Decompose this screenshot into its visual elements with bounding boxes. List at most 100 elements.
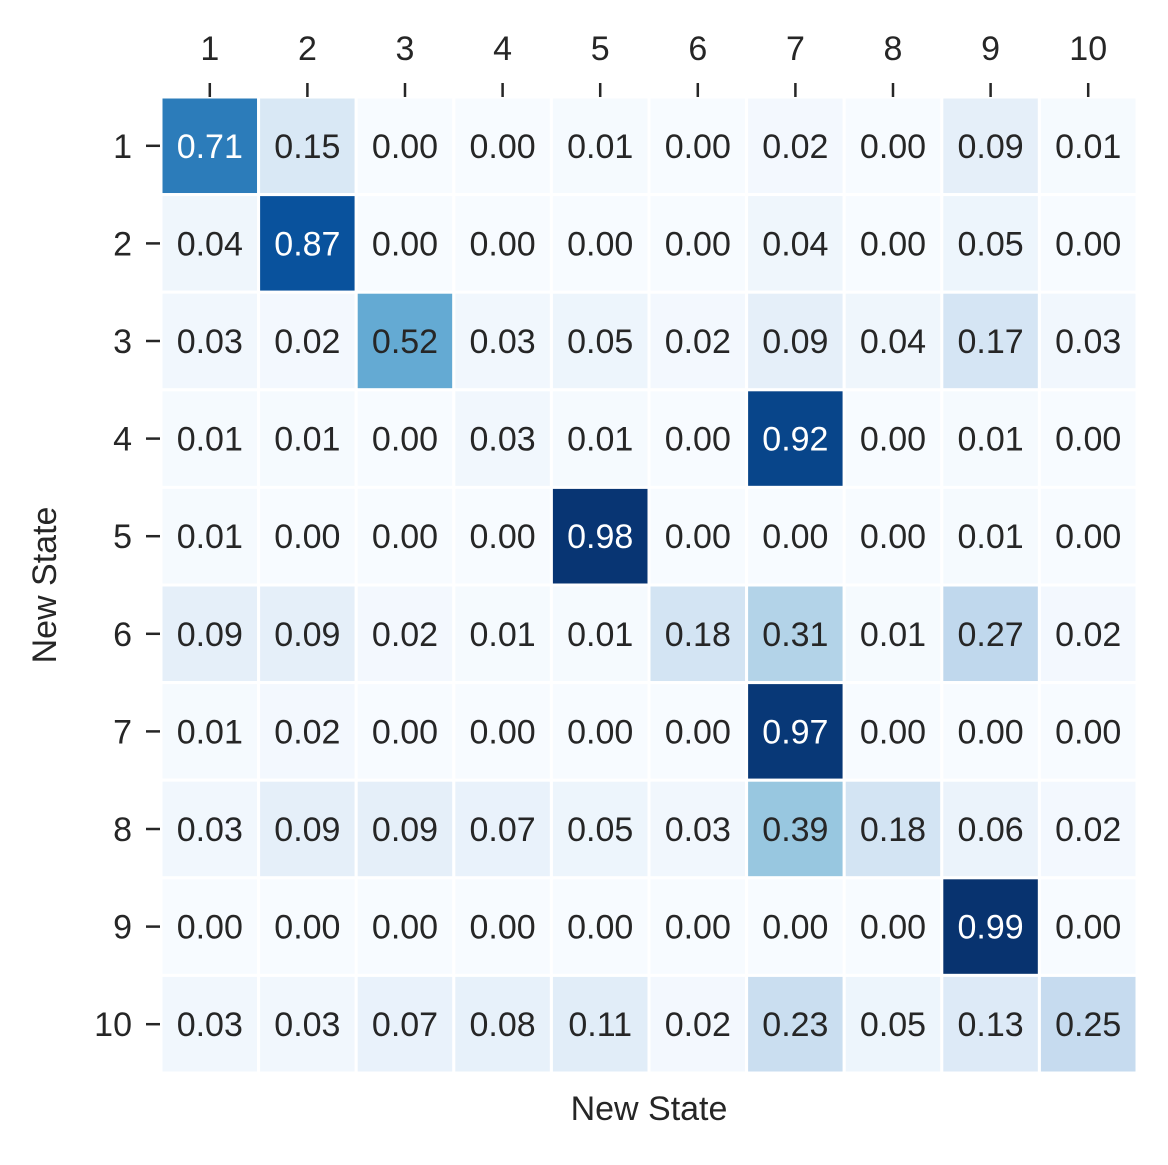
heatmap-cell-labels: 0.71 0.15 0.00 0.00 0.01 0.00 0.02 0.00 0.09 0.01… [177, 128, 1122, 1044]
heatmap-cell-value: 0.02 [274, 323, 340, 361]
y-tick-label: 3 [113, 323, 132, 361]
heatmap-cell [842, 95, 944, 197]
heatmap-cell-value: 0.01 [567, 421, 633, 459]
heatmap-cell [549, 583, 651, 685]
heatmap-cell-value: 0.00 [665, 518, 731, 556]
heatmap-cell-value: 0.99 [958, 909, 1024, 947]
heatmap-cell-value: 0.52 [372, 323, 438, 361]
heatmap-cell-value: 0.05 [567, 811, 633, 849]
heatmap-cell [745, 193, 846, 294]
heatmap-cell-value: 0.97 [762, 713, 828, 751]
heatmap-cell [647, 193, 749, 294]
heatmap-cell-value: 0.02 [665, 1006, 731, 1044]
heatmap-cell-value: 0.03 [470, 323, 536, 361]
heatmap-cell-value: 0.00 [860, 421, 926, 459]
heatmap-cell [647, 485, 749, 587]
heatmap-cell-value: 0.00 [860, 713, 926, 751]
heatmap-cell-value: 0.09 [274, 616, 340, 654]
heatmap-cell-value: 0.00 [470, 225, 536, 263]
heatmap-cell [940, 973, 1041, 1075]
y-axis-label: New State [26, 507, 64, 664]
heatmap-cell-value: 0.00 [372, 713, 438, 751]
heatmap-cell [745, 290, 846, 392]
heatmap-cell [257, 876, 358, 977]
heatmap-cell-value: 0.25 [1055, 1006, 1121, 1044]
heatmap-cells [159, 95, 1139, 1075]
heatmap-cell-value: 0.02 [372, 616, 438, 654]
x-axis-label: New State [571, 1090, 728, 1128]
heatmap-cell [940, 583, 1041, 685]
heatmap-cell [549, 876, 651, 977]
heatmap-cell [549, 778, 651, 880]
heatmap-cell-value: 0.04 [177, 225, 243, 263]
heatmap-cell-value: 0.00 [274, 518, 340, 556]
heatmap-cell-value: 0.01 [958, 518, 1024, 556]
heatmap-cell-value: 0.02 [1055, 811, 1121, 849]
heatmap-cell [647, 583, 749, 685]
heatmap-cell [1037, 193, 1139, 294]
heatmap-cell-value: 0.92 [762, 421, 828, 459]
heatmap-cell [354, 583, 456, 685]
heatmap-cell-value: 0.00 [372, 421, 438, 459]
heatmap-cell-value: 0.09 [177, 616, 243, 654]
heatmap-cell [842, 485, 944, 587]
heatmap-cell [745, 973, 846, 1075]
y-tick-label: 6 [113, 616, 132, 654]
heatmap-cell-value: 0.00 [958, 713, 1024, 751]
heatmap-cell-value: 0.17 [958, 323, 1024, 361]
heatmap-cell-value: 0.00 [665, 713, 731, 751]
heatmap-cell-value: 0.00 [372, 225, 438, 263]
heatmap-cell-value: 0.18 [665, 616, 731, 654]
heatmap-cell-value: 0.00 [372, 518, 438, 556]
heatmap-cell [452, 973, 553, 1075]
heatmap-cell [940, 485, 1041, 587]
heatmap-cell [159, 95, 261, 197]
heatmap-cell [647, 973, 749, 1075]
x-tick-label: 4 [493, 30, 512, 68]
heatmap-cell [159, 681, 261, 782]
heatmap-cell-value: 0.98 [567, 518, 633, 556]
heatmap-cell-value: 0.01 [177, 713, 243, 751]
heatmap-cell-value: 0.00 [1055, 518, 1121, 556]
heatmap-cell [354, 290, 456, 392]
heatmap-cell [1037, 973, 1139, 1075]
heatmap-cell [1037, 681, 1139, 782]
heatmap-cell-value: 0.04 [762, 225, 828, 263]
heatmap-cell-value: 0.00 [1055, 421, 1121, 459]
heatmap-cell-value: 0.87 [274, 225, 340, 263]
heatmap-cell [842, 973, 944, 1075]
y-axis-ticks: 1 2 3 4 5 6 7 8 9 10 [94, 128, 160, 1044]
heatmap-cell [257, 95, 358, 197]
heatmap-cell-value: 0.00 [860, 909, 926, 947]
heatmap-cell-value: 0.01 [1055, 128, 1121, 166]
heatmap-cell [257, 193, 358, 294]
heatmap-cell-value: 0.03 [665, 811, 731, 849]
heatmap-cell-value: 0.00 [470, 128, 536, 166]
heatmap-cell-value: 0.05 [860, 1006, 926, 1044]
heatmap-cell [159, 388, 261, 489]
heatmap-cell [549, 973, 651, 1075]
heatmap-cell-value: 0.02 [274, 713, 340, 751]
heatmap-cell-value: 0.13 [958, 1006, 1024, 1044]
heatmap-cell-value: 0.00 [567, 909, 633, 947]
heatmap-cell-value: 0.00 [665, 421, 731, 459]
y-tick-label: 4 [113, 421, 132, 459]
heatmap-cell [842, 778, 944, 880]
heatmap-cell [159, 583, 261, 685]
heatmap-cell [745, 876, 846, 977]
heatmap-cell-value: 0.01 [860, 616, 926, 654]
heatmap-cell-value: 0.23 [762, 1006, 828, 1044]
heatmap-cell-value: 0.08 [470, 1006, 536, 1044]
heatmap-cell [745, 388, 846, 489]
x-tick-label: 2 [298, 30, 317, 68]
heatmap-cell-value: 0.71 [177, 128, 243, 166]
heatmap-cell-value: 0.06 [958, 811, 1024, 849]
heatmap-cell [452, 778, 553, 880]
heatmap-cell-value: 0.01 [567, 128, 633, 166]
heatmap-cell-value: 0.00 [372, 909, 438, 947]
heatmap-cell [1037, 778, 1139, 880]
heatmap-cell [1037, 876, 1139, 977]
y-tick-label: 9 [113, 909, 132, 947]
